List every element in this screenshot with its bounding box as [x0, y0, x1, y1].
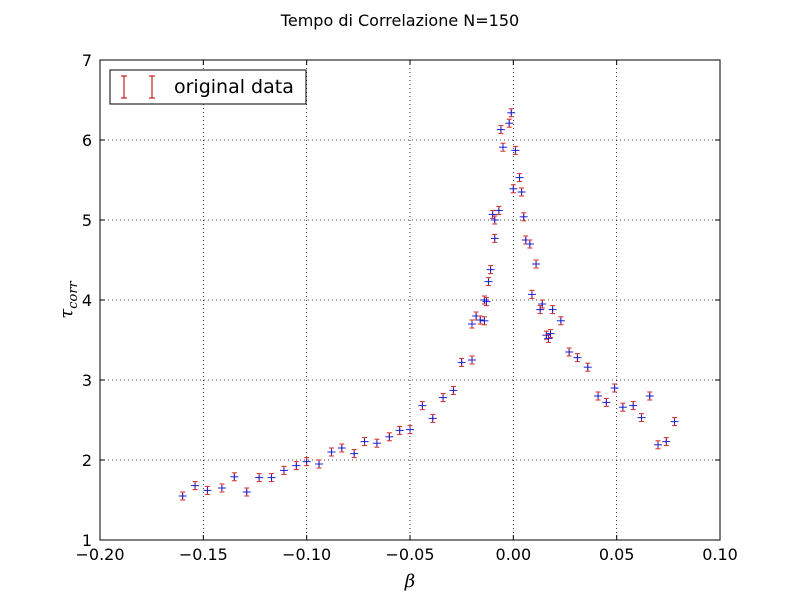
y-axis-label: τcorr [56, 280, 81, 318]
legend-label: original data [174, 76, 294, 98]
data-point [476, 315, 485, 325]
data-point [406, 425, 414, 435]
data-point [602, 397, 611, 407]
data-point [494, 205, 503, 215]
data-point [178, 491, 187, 501]
data-point [428, 413, 437, 423]
data-point [517, 187, 526, 197]
y-tick-label: 2 [82, 451, 92, 470]
data-point [536, 305, 545, 315]
data-point [484, 277, 493, 287]
data-point [191, 481, 200, 491]
data-point [511, 145, 520, 155]
legend-errorbar-glyph [149, 75, 155, 99]
data-point [618, 402, 627, 412]
data-point [509, 184, 518, 194]
data-point [337, 443, 346, 453]
data-point [594, 391, 603, 401]
data-point [515, 173, 524, 183]
data-point [654, 440, 662, 450]
x-tick-label: −0.15 [179, 545, 228, 564]
data-point [490, 215, 499, 225]
data-point [527, 289, 536, 299]
data-points [178, 108, 679, 501]
data-point [532, 259, 541, 269]
x-axis-label: β [404, 571, 415, 592]
data-point [496, 125, 505, 135]
x-tick-label: 0.10 [702, 545, 738, 564]
y-axis-label-subscript: corr [66, 280, 81, 308]
data-point [610, 383, 619, 393]
data-point [217, 483, 226, 493]
data-point [395, 425, 404, 435]
data-point [302, 457, 311, 467]
data-point [468, 355, 476, 365]
data-point [519, 212, 528, 222]
data-point [525, 239, 534, 249]
data-point [439, 393, 448, 403]
y-tick-label: 5 [82, 211, 92, 230]
data-point [480, 316, 489, 326]
data-point [350, 449, 359, 459]
data-point [230, 472, 239, 482]
data-point [670, 417, 679, 427]
legend-errorbar-glyph [121, 75, 127, 99]
data-point [538, 299, 547, 309]
data-point [556, 316, 565, 326]
x-tick-label: 0.05 [599, 545, 635, 564]
data-point [449, 385, 458, 395]
axis-ticks: −0.20 −0.15 −0.10 −0.05 0.00 0.05 0.10 1 2 3 4 5 6 7 [75, 51, 737, 564]
data-point [292, 461, 301, 471]
data-point [255, 473, 264, 483]
data-point [203, 485, 212, 495]
legend: original data [109, 69, 307, 105]
data-point [490, 233, 499, 243]
data-point [546, 329, 555, 339]
data-point [645, 391, 654, 401]
data-point [468, 319, 476, 329]
x-tick-label: 0.00 [496, 545, 532, 564]
y-tick-label: 6 [82, 131, 92, 150]
data-point [315, 459, 324, 469]
data-point [385, 432, 394, 442]
legend-box [109, 69, 307, 105]
data-point [482, 297, 491, 307]
data-point [457, 357, 466, 367]
data-point [242, 487, 251, 497]
grid-lines [100, 60, 720, 540]
data-point [372, 438, 381, 448]
y-tick-label: 7 [82, 51, 92, 70]
legend-errorbar-marker [121, 75, 155, 99]
y-tick-label: 4 [82, 291, 92, 310]
data-point [573, 353, 582, 363]
y-axis-label-main: τ [56, 308, 77, 319]
data-point [662, 437, 671, 447]
data-point [637, 413, 646, 423]
chart-title: Tempo di Correlazione N=150 [280, 11, 519, 30]
data-point [583, 362, 592, 372]
y-tick-label: 3 [82, 371, 92, 390]
data-point [418, 401, 427, 411]
data-point [565, 347, 574, 357]
data-point [327, 447, 336, 457]
data-point [505, 118, 514, 128]
y-tick-label: 1 [82, 531, 92, 550]
x-tick-label: −0.20 [75, 545, 124, 564]
x-tick-label: −0.10 [282, 545, 331, 564]
data-point [267, 473, 276, 483]
data-point [629, 401, 638, 411]
x-tick-label: −0.05 [385, 545, 434, 564]
data-point [507, 108, 516, 118]
data-point [499, 142, 507, 152]
data-point [486, 265, 495, 275]
data-point [279, 465, 288, 475]
data-point [360, 437, 369, 447]
data-point [548, 305, 557, 315]
